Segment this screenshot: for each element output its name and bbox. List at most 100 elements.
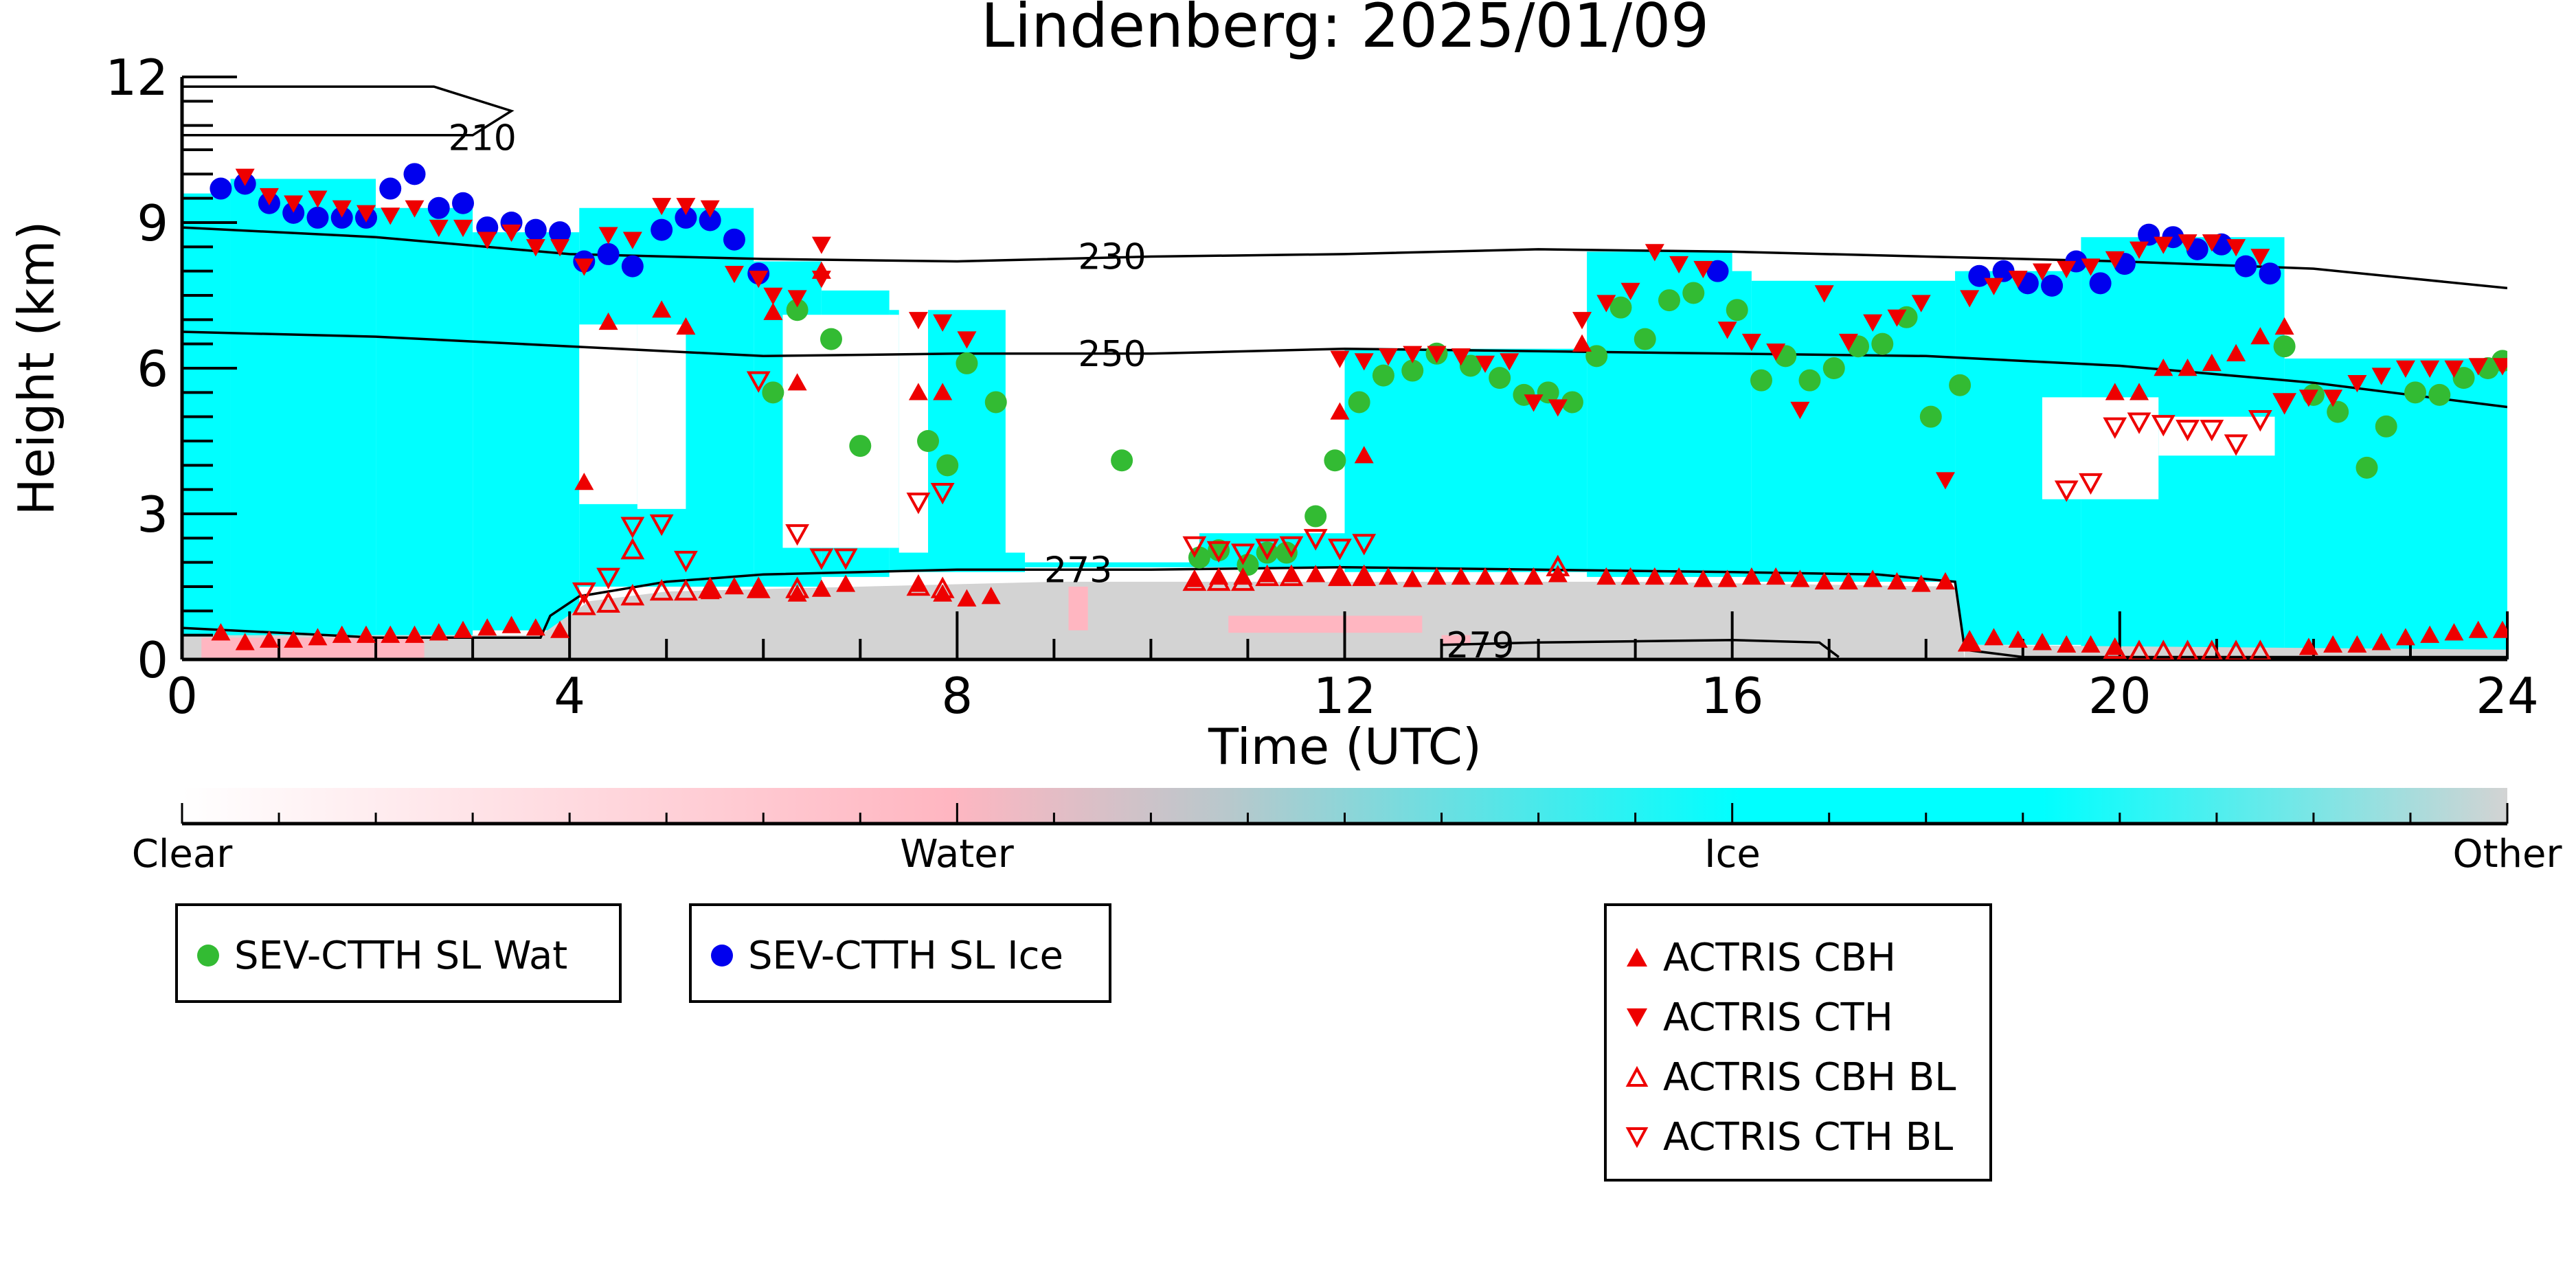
data-point xyxy=(1790,569,1810,587)
data-point xyxy=(259,630,279,648)
data-point xyxy=(501,615,521,633)
data-point xyxy=(2298,389,2318,407)
data-point xyxy=(550,620,570,638)
data-point xyxy=(550,239,570,257)
data-point xyxy=(1822,357,1845,379)
data-point xyxy=(2235,255,2257,278)
data-point xyxy=(1911,574,1931,592)
data-point xyxy=(651,218,673,241)
data-point xyxy=(746,371,771,393)
data-point xyxy=(2375,415,2397,438)
data-point xyxy=(1427,567,1447,585)
data-point xyxy=(524,218,547,241)
colorbar-label-clear: Clear xyxy=(132,832,233,877)
ice-region-8 xyxy=(1025,562,1199,567)
data-point xyxy=(2154,359,2173,376)
data-point xyxy=(749,271,769,289)
axes: 0 3 6 9 12 0 4 8 12 16 20 24 xyxy=(105,49,2538,725)
data-point xyxy=(1206,541,1231,563)
legend-satellite-ice: SEV-CTTH SL Ice xyxy=(689,903,1111,1003)
data-point xyxy=(917,430,940,452)
clear-gap-5 xyxy=(1199,319,1345,529)
data-point xyxy=(652,198,672,216)
data-point xyxy=(956,352,978,374)
ice-region-3 xyxy=(473,232,580,631)
data-point xyxy=(2105,383,2125,400)
data-point xyxy=(930,483,955,505)
data-point xyxy=(2355,456,2378,479)
data-point xyxy=(2347,375,2367,393)
legend-satellite-water: SEV-CTTH SL Wat xyxy=(175,903,622,1003)
filled-triangle-down-icon xyxy=(1627,1008,1647,1027)
data-point xyxy=(908,383,928,400)
contour-label-210: 210 xyxy=(449,117,517,159)
data-point xyxy=(2089,272,2112,295)
water-region-3 xyxy=(1441,635,1471,645)
data-point xyxy=(1957,630,1982,652)
data-point xyxy=(1658,289,1680,312)
data-point xyxy=(210,177,232,200)
data-point xyxy=(785,524,810,546)
data-point xyxy=(1863,569,1883,587)
water-region-1 xyxy=(1068,587,1088,631)
data-point xyxy=(906,574,931,596)
data-point xyxy=(1887,309,1907,327)
clear-gap-2 xyxy=(782,315,899,548)
data-point xyxy=(849,435,872,457)
data-point xyxy=(381,625,400,643)
data-point xyxy=(1717,321,1737,339)
data-point xyxy=(1766,567,1786,585)
data-point xyxy=(477,618,497,636)
data-point xyxy=(1524,394,1544,412)
data-point xyxy=(785,576,810,598)
data-point xyxy=(700,200,720,218)
data-point xyxy=(356,625,376,643)
legend-item-sev-ctth-sl-wat: SEV-CTTH SL Wat xyxy=(178,928,567,983)
data-point xyxy=(2202,234,2222,252)
filled-circle-icon xyxy=(197,945,219,967)
data-point xyxy=(649,514,674,536)
data-point xyxy=(957,331,977,349)
legend-label: ACTRIS CTH xyxy=(1663,995,1893,1040)
data-point xyxy=(908,312,928,330)
data-point xyxy=(1572,312,1592,330)
ice-region-1 xyxy=(230,179,376,640)
data-point xyxy=(1500,353,1519,371)
data-point xyxy=(2492,358,2507,376)
data-point xyxy=(1330,567,1350,585)
data-point xyxy=(984,391,1007,414)
data-point xyxy=(836,574,856,592)
data-point xyxy=(1863,314,1883,332)
data-point xyxy=(1911,295,1931,313)
data-point xyxy=(2323,635,2343,653)
data-point xyxy=(2371,633,2391,651)
legend-label: ACTRIS CBH xyxy=(1663,935,1897,980)
ice-region-12 xyxy=(1751,280,1956,582)
data-point xyxy=(1620,282,1640,300)
data-point xyxy=(1231,543,1255,565)
data-point xyxy=(674,550,698,573)
x-tick-label: 24 xyxy=(2476,667,2539,725)
chart-title: Lindenberg: 2025/01/09 xyxy=(981,0,1709,61)
x-tick-label: 12 xyxy=(1313,667,1377,725)
data-point xyxy=(2105,251,2125,269)
data-point xyxy=(597,242,620,265)
data-point xyxy=(572,594,596,615)
data-point xyxy=(1992,260,2015,282)
data-point xyxy=(574,473,594,490)
data-point xyxy=(1620,567,1640,585)
data-point xyxy=(809,548,834,570)
legend-label: ACTRIS CBH BL xyxy=(1663,1054,1956,1100)
data-point xyxy=(330,206,353,229)
data-point xyxy=(1669,256,1689,274)
contour-label-279: 279 xyxy=(1446,625,1514,666)
data-point xyxy=(1814,572,1834,590)
data-point xyxy=(332,200,352,218)
data-point xyxy=(811,236,831,254)
open-triangle-up-icon xyxy=(1625,1065,1649,1087)
data-point xyxy=(746,576,771,598)
legend-label: ACTRIS CTH BL xyxy=(1663,1114,1954,1160)
data-point xyxy=(259,188,279,206)
data-point xyxy=(1459,354,1482,377)
data-point xyxy=(596,591,620,613)
